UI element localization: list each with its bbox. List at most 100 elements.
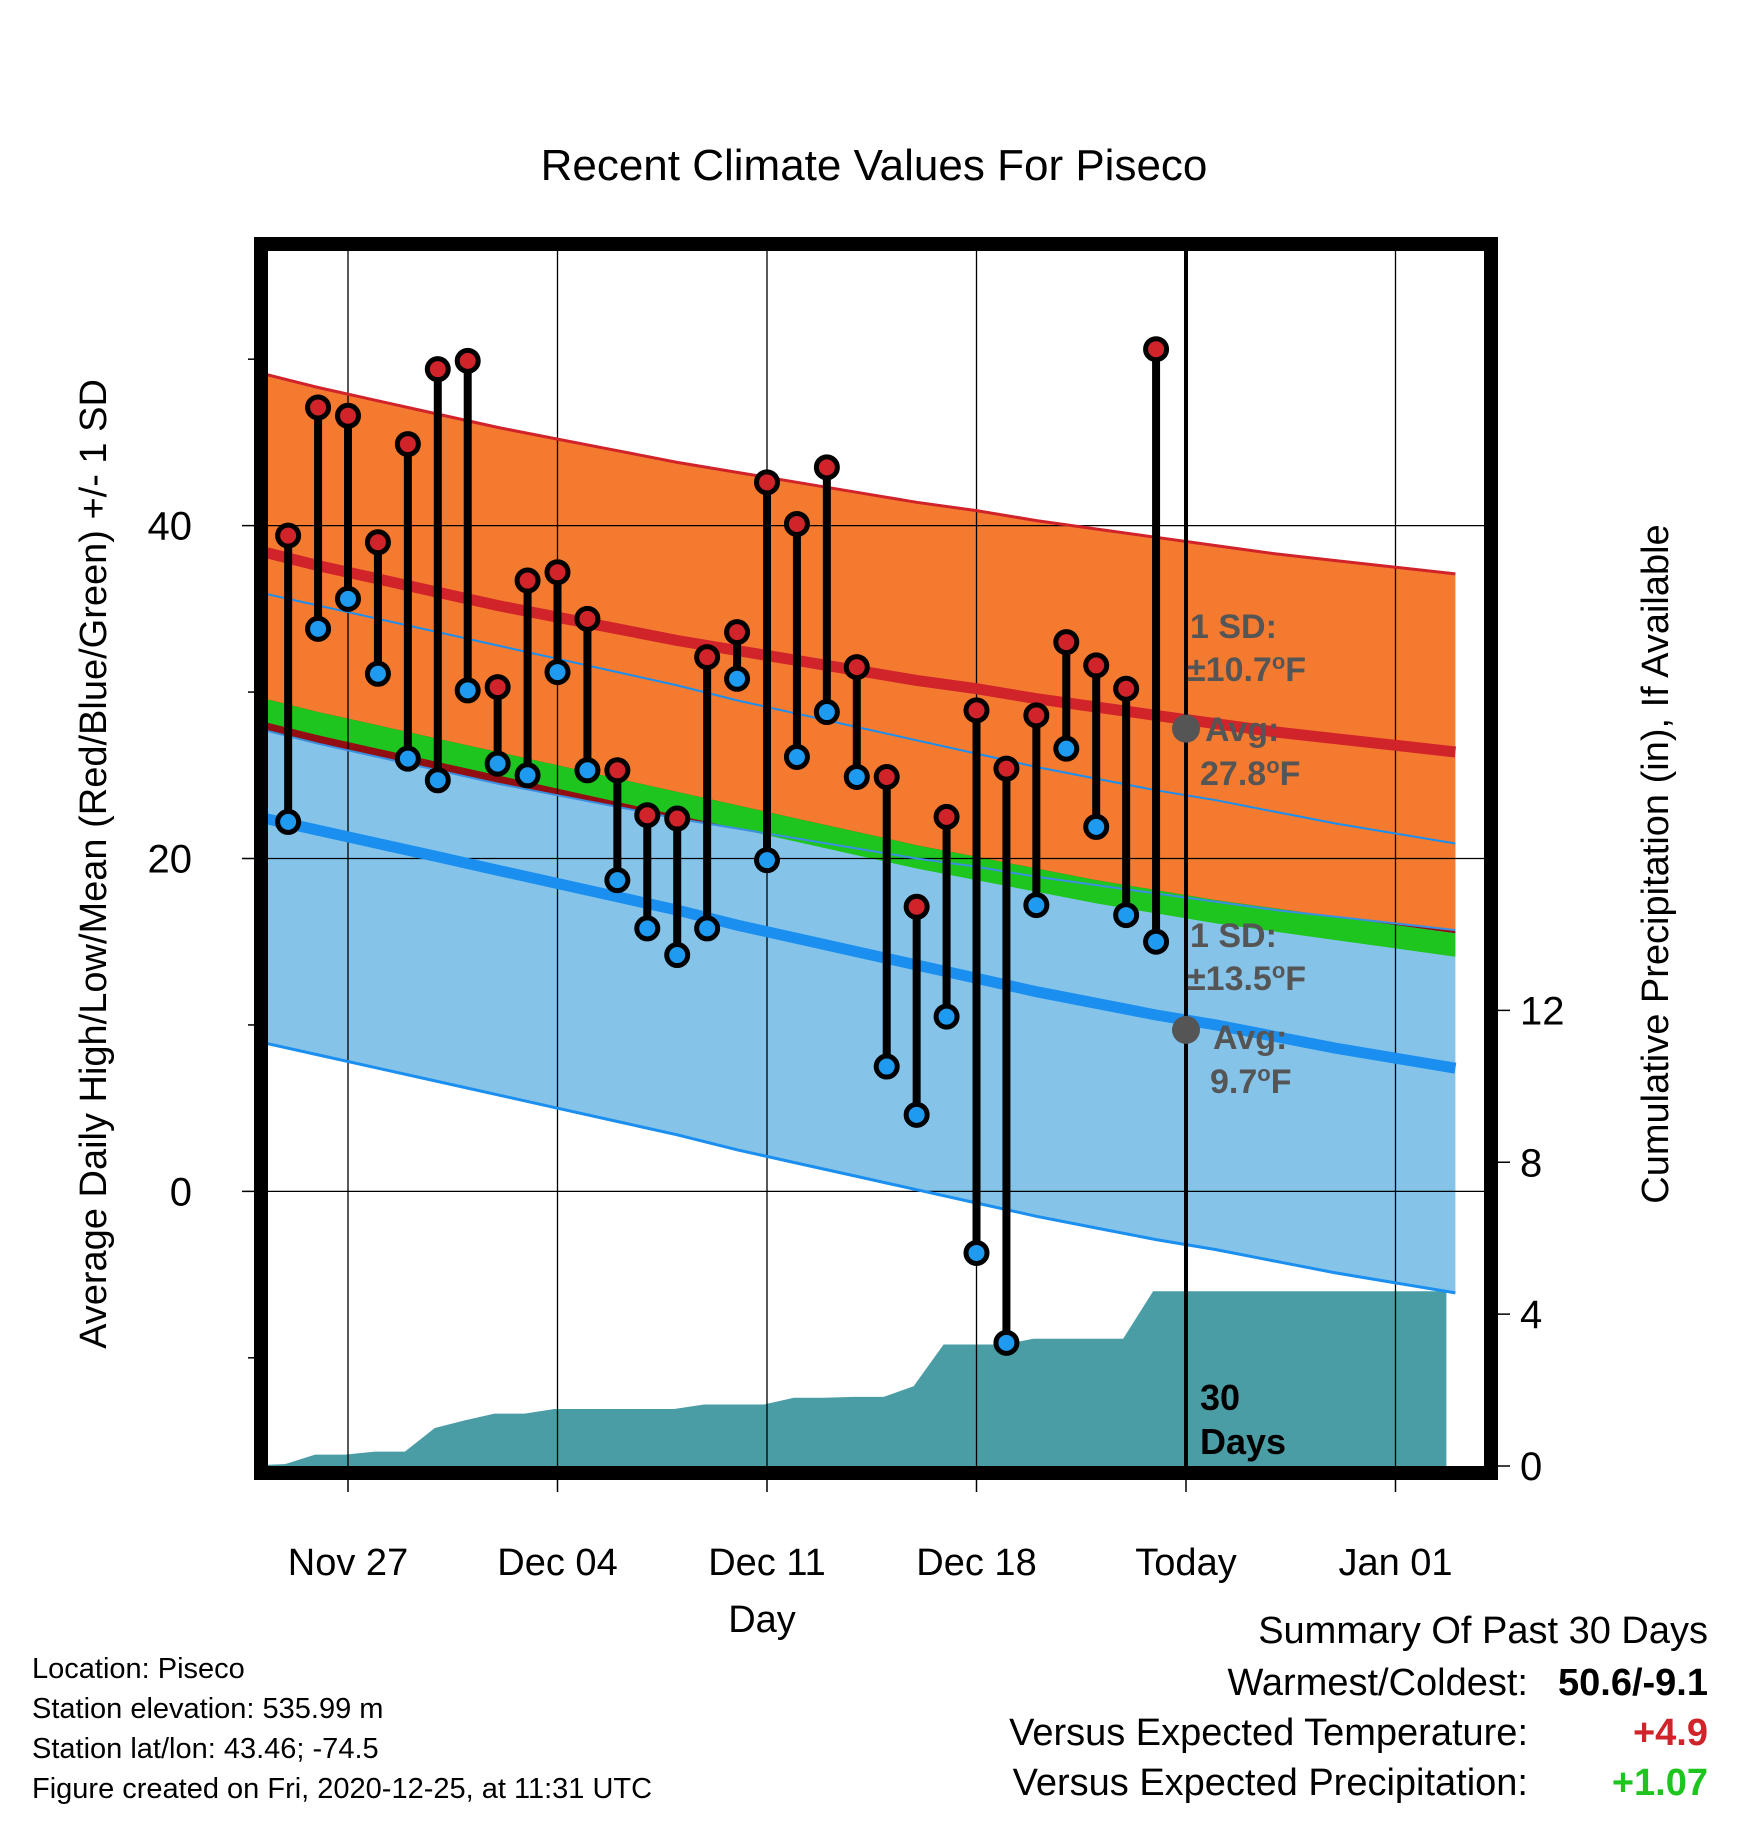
daily-high-point xyxy=(634,802,661,829)
daily-low-point xyxy=(364,660,391,687)
daily-high-point xyxy=(275,522,302,549)
daily-high-point xyxy=(813,454,840,481)
daily-high-point xyxy=(963,697,990,724)
daily-low-point xyxy=(1113,902,1140,929)
daily-low-point xyxy=(424,767,451,794)
high-minus-sd-line xyxy=(268,730,1456,932)
daily-high-point xyxy=(873,763,900,790)
daily-low-point xyxy=(484,750,511,777)
daily-low-point xyxy=(993,1329,1020,1356)
daily-low-point xyxy=(724,665,751,692)
footer-location: Location: Piseco xyxy=(32,1653,245,1685)
days-label-text: Days xyxy=(1200,1421,1286,1462)
high-avg-value: 27.8oF xyxy=(1200,753,1300,793)
daily-low-point xyxy=(514,762,541,789)
daily-high-point xyxy=(1053,629,1080,656)
daily-high-point xyxy=(544,559,571,586)
y-left-tick-label: 40 xyxy=(148,505,193,549)
daily-high-point xyxy=(993,755,1020,782)
daily-low-point xyxy=(963,1239,990,1266)
daily-low-point xyxy=(664,942,691,969)
axes: 0 20 40 0 4 8 12 Nov 27 Dec 04 Dec 11 Dec 18 Today J… xyxy=(148,358,1565,1584)
summary-warmest-label: Warmest/Coldest: xyxy=(1227,1662,1528,1704)
normal-low-line xyxy=(268,813,1457,1074)
daily-high-point xyxy=(454,347,481,374)
daily-high-point xyxy=(1023,702,1050,729)
y-right-tick-label: 0 xyxy=(1520,1445,1542,1489)
daily-low-point xyxy=(783,743,810,770)
summary-temperature: Versus Expected Temperature: +4.9 xyxy=(1009,1712,1708,1755)
summary-warmest: Warmest/Coldest: 50.6/-9.1 xyxy=(1227,1662,1708,1705)
footer-created: Figure created on Fri, 2020-12-25, at 11… xyxy=(32,1773,653,1805)
daily-high-point xyxy=(933,803,960,830)
summary-warmest-value: 50.6/-9.1 xyxy=(1558,1662,1708,1704)
daily-low-point xyxy=(1143,928,1170,955)
daily-low-point xyxy=(574,757,601,784)
y-left-tick-label: 0 xyxy=(170,1170,192,1214)
y-right-tick-label: 8 xyxy=(1520,1141,1542,1185)
daily-low-point xyxy=(843,763,870,790)
footer-latlon: Station lat/lon: 43.46; -74.5 xyxy=(32,1733,379,1765)
summary-precip-label: Versus Expected Precipitation: xyxy=(1012,1762,1528,1804)
x-tick-label: Dec 04 xyxy=(497,1542,617,1584)
high-sd-value: ±10.7oF xyxy=(1187,649,1306,689)
y-axis-right-label: Cumulative Precipitation (in), If Availa… xyxy=(1635,524,1677,1203)
normal-lines xyxy=(268,373,1457,1295)
daily-low-point xyxy=(544,659,571,686)
x-tick-label: Dec 11 xyxy=(708,1542,826,1584)
daily-low-point xyxy=(604,867,631,894)
y-left-tick-label: 20 xyxy=(148,838,193,882)
daily-high-point xyxy=(335,402,361,429)
y-axis-left-label: Average Daily High/Low/Mean (Red/Blue/Gr… xyxy=(73,379,115,1349)
low-avg-marker xyxy=(1172,1015,1200,1044)
daily-high-point xyxy=(604,757,631,784)
summary-title: Summary Of Past 30 Days xyxy=(1258,1610,1708,1652)
x-axis-label: Day xyxy=(728,1599,796,1641)
daily-high-point xyxy=(394,431,421,458)
daily-low-point xyxy=(1083,813,1110,840)
footer-elevation: Station elevation: 535.99 m xyxy=(32,1693,384,1725)
x-tick-label: Nov 27 xyxy=(288,1542,408,1584)
daily-high-point xyxy=(364,529,391,556)
daily-low-point xyxy=(813,699,840,726)
days-label-number: 30 xyxy=(1200,1377,1240,1418)
daily-low-point xyxy=(694,915,721,942)
daily-markers xyxy=(275,336,1170,1356)
daily-low-point xyxy=(1053,735,1080,762)
daily-high-point xyxy=(843,654,870,681)
daily-high-point xyxy=(1083,652,1110,679)
low-sd-value: ±13.5oF xyxy=(1187,958,1306,998)
daily-low-point xyxy=(933,1003,960,1030)
daily-high-point xyxy=(903,893,930,920)
daily-high-point xyxy=(724,619,751,646)
x-tick-label: Dec 18 xyxy=(916,1542,1036,1584)
daily-low-point xyxy=(335,585,361,612)
summary-precipitation: Versus Expected Precipitation: +1.07 xyxy=(1013,1762,1708,1805)
daily-low-point xyxy=(305,615,332,642)
daily-high-point xyxy=(694,644,721,671)
high-avg-marker xyxy=(1172,714,1200,743)
low-avg-value: 9.7oF xyxy=(1210,1061,1292,1101)
daily-low-point xyxy=(454,677,481,704)
daily-low-point xyxy=(634,915,661,942)
daily-low-point xyxy=(873,1053,900,1080)
daily-high-point xyxy=(514,567,541,594)
x-tick-label: Today xyxy=(1135,1542,1236,1584)
summary-temp-label: Versus Expected Temperature: xyxy=(1009,1712,1528,1754)
daily-high-point xyxy=(1143,336,1170,363)
low-minus-sd-line xyxy=(268,1042,1456,1295)
x-tick-label: Jan 01 xyxy=(1338,1542,1452,1584)
summary-temp-value: +4.9 xyxy=(1632,1712,1708,1754)
high-sd-label: 1 SD: xyxy=(1190,608,1277,646)
daily-high-point xyxy=(754,469,780,496)
high-plus-sd-line xyxy=(268,373,1456,576)
high-avg-label: Avg: xyxy=(1205,711,1279,749)
daily-low-point xyxy=(1023,892,1050,919)
daily-high-point xyxy=(664,805,691,832)
precip-fill xyxy=(268,1291,1447,1466)
summary-precip-value: +1.07 xyxy=(1611,1762,1708,1804)
daily-high-point xyxy=(424,356,451,383)
daily-high-point xyxy=(484,674,511,701)
